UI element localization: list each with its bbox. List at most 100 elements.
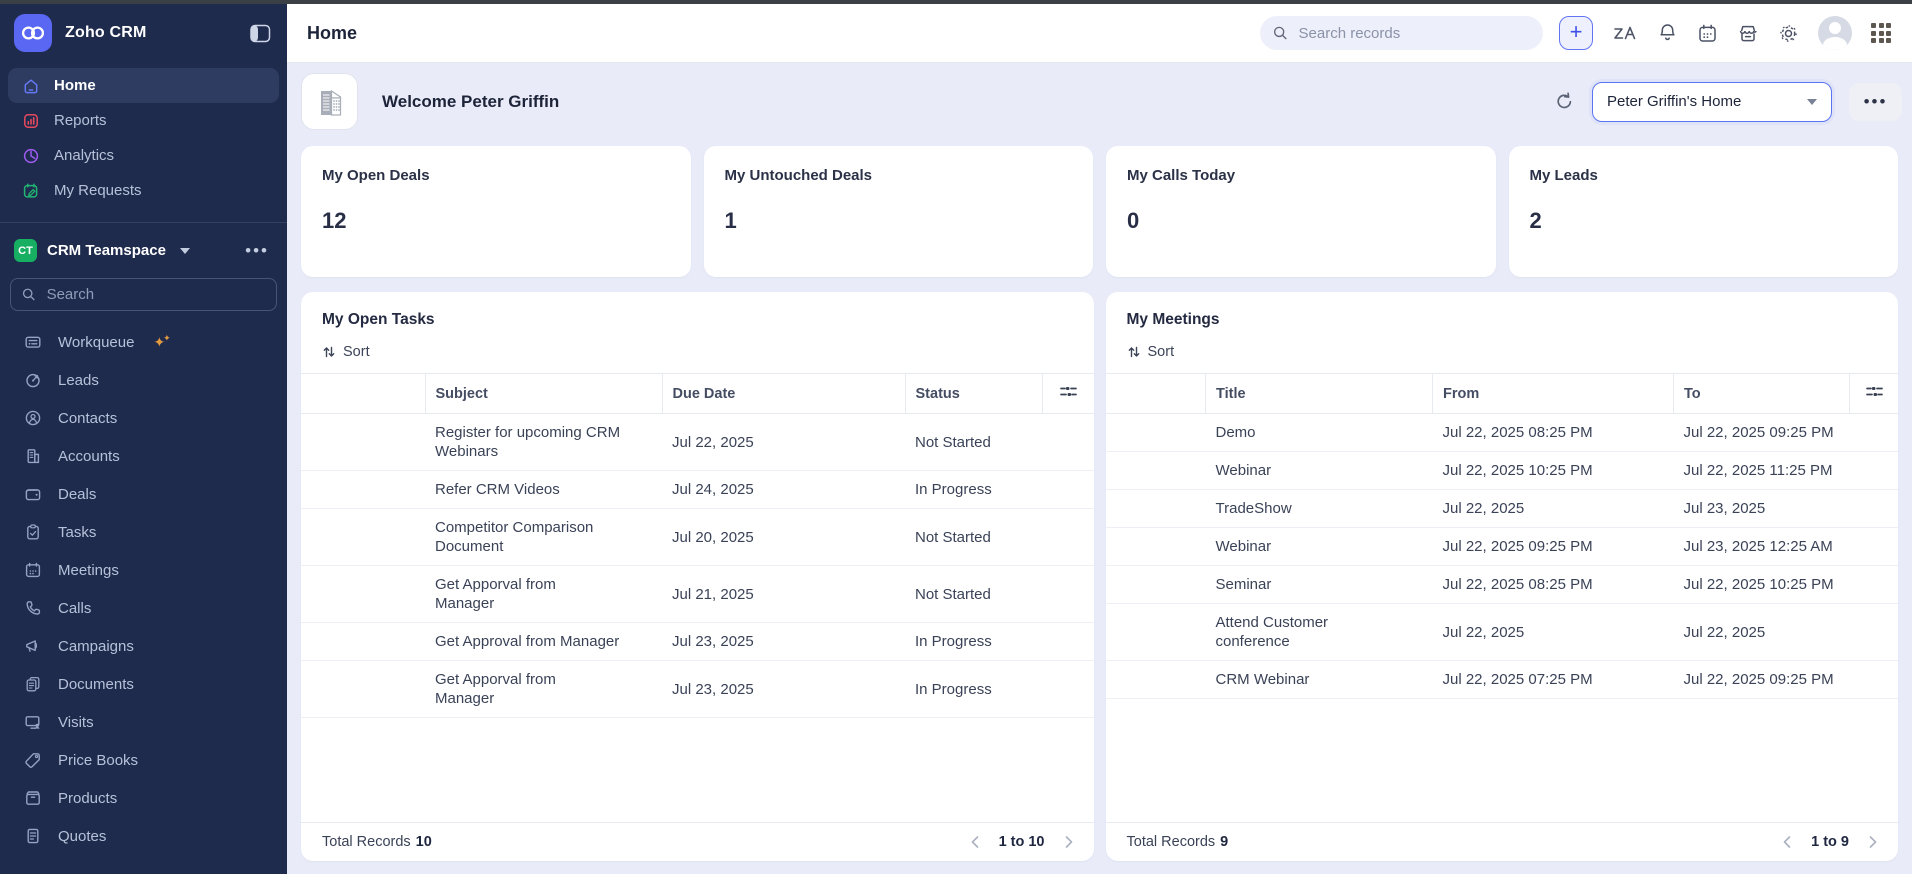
table-row[interactable]: Get Apporval from Manager Jul 21, 2025 Not… bbox=[301, 565, 1094, 623]
meeting-to: Jul 22, 2025 09:25 PM bbox=[1683, 671, 1834, 688]
sidebar-item-reports[interactable]: Reports bbox=[8, 103, 279, 138]
sidebar-item-analytics[interactable]: Analytics bbox=[8, 138, 279, 173]
table-row[interactable]: Competitor Comparison Document Jul 20, 20… bbox=[301, 508, 1094, 566]
stat-card-calls-today[interactable]: My Calls Today 0 bbox=[1106, 146, 1496, 277]
stat-title: My Leads bbox=[1529, 167, 1598, 184]
meeting-from: Jul 22, 2025 08:25 PM bbox=[1442, 424, 1593, 441]
table-row[interactable]: TradeShow Jul 22, 2025 Jul 23, 2025 bbox=[1105, 489, 1898, 528]
meetings-header-from[interactable]: From bbox=[1432, 373, 1674, 414]
task-subject: Get Apporval from Manager bbox=[435, 671, 556, 707]
marketplace-button[interactable] bbox=[1737, 23, 1759, 44]
sidebar-item-workqueue[interactable]: Workqueue ✦✦ bbox=[0, 323, 287, 361]
sidebar-item-label: Quotes bbox=[58, 827, 107, 845]
documents-icon bbox=[24, 675, 42, 693]
next-page-button[interactable] bbox=[1065, 836, 1073, 848]
table-row[interactable]: Webinar Jul 22, 2025 09:25 PM Jul 23, 2025… bbox=[1105, 527, 1898, 566]
sidebar-item-meetings[interactable]: Meetings bbox=[0, 551, 287, 589]
next-page-button[interactable] bbox=[1869, 836, 1877, 848]
sidebar-item-contacts[interactable]: Contacts bbox=[0, 399, 287, 437]
sidebar-search-input[interactable] bbox=[44, 285, 265, 304]
sidebar-item-quotes[interactable]: Quotes bbox=[0, 817, 287, 855]
sidebar-item-leads[interactable]: Leads bbox=[0, 361, 287, 399]
table-row[interactable]: Register for upcoming CRM Webinars Jul 22… bbox=[301, 413, 1094, 471]
task-due-date: Jul 24, 2025 bbox=[672, 481, 754, 498]
meetings-sort-button[interactable]: Sort bbox=[1127, 344, 1174, 360]
task-status: In Progress bbox=[915, 481, 992, 498]
previous-page-button[interactable] bbox=[971, 836, 979, 848]
table-row[interactable]: Attend Customer conference Jul 22, 2025 Ju… bbox=[1105, 603, 1898, 661]
task-due-date: Jul 20, 2025 bbox=[672, 528, 754, 546]
tasks-column-settings[interactable] bbox=[1041, 373, 1094, 414]
stat-card-open-deals[interactable]: My Open Deals 12 bbox=[301, 146, 691, 277]
meetings-column-settings[interactable] bbox=[1849, 373, 1898, 414]
sidebar-item-label: Documents bbox=[58, 675, 134, 693]
brand-name: Zoho CRM bbox=[65, 24, 147, 41]
sidebar-item-campaigns[interactable]: Campaigns bbox=[0, 627, 287, 665]
sidebar-item-tasks[interactable]: Tasks bbox=[0, 513, 287, 551]
meetings-header-title[interactable]: Title bbox=[1205, 373, 1433, 414]
sidebar-item-documents[interactable]: Documents bbox=[0, 665, 287, 703]
calendar-button[interactable] bbox=[1697, 23, 1718, 44]
stat-title: My Calls Today bbox=[1127, 167, 1236, 184]
table-row[interactable]: Seminar Jul 22, 2025 08:25 PM Jul 22, 2025… bbox=[1105, 565, 1898, 604]
sidebar-item-label: Campaigns bbox=[58, 637, 134, 655]
sidebar-item-my-requests[interactable]: My Requests bbox=[8, 173, 279, 208]
more-options-button[interactable]: ••• bbox=[1849, 82, 1902, 121]
meetings-header-to[interactable]: To bbox=[1673, 373, 1850, 414]
meeting-from: Jul 22, 2025 bbox=[1442, 623, 1525, 641]
tasks-sort-button[interactable]: Sort bbox=[322, 344, 370, 360]
price-books-icon bbox=[24, 751, 42, 769]
table-row[interactable]: Demo Jul 22, 2025 08:25 PM Jul 22, 2025 09… bbox=[1105, 413, 1898, 452]
sidebar-collapse-button[interactable] bbox=[250, 24, 271, 43]
column-settings-icon bbox=[1865, 387, 1883, 396]
home-view-dropdown[interactable]: Peter Griffin's Home bbox=[1592, 81, 1832, 122]
stat-title: My Untouched Deals bbox=[724, 167, 873, 184]
meeting-title: Attend Customer conference bbox=[1215, 614, 1329, 650]
tasks-header-subject[interactable]: Subject bbox=[424, 373, 662, 414]
table-row[interactable]: Get Apporval from Manager Jul 23, 2025 In … bbox=[301, 660, 1094, 718]
plus-icon: + bbox=[1569, 19, 1583, 44]
meeting-title: Webinar bbox=[1215, 538, 1272, 555]
table-row[interactable]: Webinar Jul 22, 2025 10:25 PM Jul 22, 2025… bbox=[1105, 451, 1898, 490]
sidebar-item-visits[interactable]: Visits bbox=[0, 703, 287, 741]
user-avatar[interactable] bbox=[1818, 16, 1852, 50]
quotes-icon bbox=[24, 827, 42, 845]
sidebar-item-calls[interactable]: Calls bbox=[0, 589, 287, 627]
teamspace-more-button[interactable]: ••• bbox=[245, 240, 269, 260]
meeting-to: Jul 22, 2025 10:25 PM bbox=[1683, 576, 1834, 593]
notifications-button[interactable] bbox=[1657, 22, 1678, 44]
tasks-header-due-date[interactable]: Due Date bbox=[661, 373, 905, 414]
sidebar-item-label: Meetings bbox=[58, 561, 119, 579]
quick-create-button[interactable]: + bbox=[1559, 16, 1593, 50]
refresh-button[interactable] bbox=[1554, 91, 1575, 112]
marketplace-icon bbox=[1739, 25, 1757, 41]
settings-button[interactable] bbox=[1778, 23, 1799, 44]
sort-icon bbox=[1128, 346, 1139, 358]
sidebar-item-deals[interactable]: Deals bbox=[0, 475, 287, 513]
my-requests-icon bbox=[22, 182, 40, 200]
total-records-value: 9 bbox=[1220, 834, 1229, 850]
sidebar-item-price-books[interactable]: Price Books bbox=[0, 741, 287, 779]
app-launcher-button[interactable] bbox=[1871, 23, 1891, 43]
task-status: Not Started bbox=[915, 433, 991, 451]
table-row[interactable]: Get Approval from Manager Jul 23, 2025 In … bbox=[301, 622, 1094, 661]
top-header: Home + bbox=[287, 0, 1912, 63]
deals-icon bbox=[24, 485, 42, 503]
table-row[interactable]: CRM Webinar Jul 22, 2025 07:25 PM Jul 22, … bbox=[1105, 660, 1898, 699]
stat-card-leads[interactable]: My Leads 2 bbox=[1508, 146, 1898, 277]
table-row[interactable]: Refer CRM Videos Jul 24, 2025 In Progress bbox=[301, 470, 1094, 509]
sidebar-item-home[interactable]: Home bbox=[8, 68, 279, 103]
teamspace-selector[interactable]: CT CRM Teamspace ••• bbox=[0, 223, 287, 268]
search-records-input[interactable] bbox=[1296, 23, 1530, 43]
previous-page-button[interactable] bbox=[1783, 836, 1791, 848]
sidebar-item-products[interactable]: Products bbox=[0, 779, 287, 817]
sidebar-item-label: Tasks bbox=[58, 523, 97, 541]
zia-icon bbox=[1614, 26, 1636, 40]
tasks-header-status[interactable]: Status bbox=[904, 373, 1042, 414]
stat-card-untouched-deals[interactable]: My Untouched Deals 1 bbox=[703, 146, 1093, 277]
leads-icon bbox=[24, 371, 42, 389]
chevron-down-icon bbox=[1807, 98, 1817, 105]
zia-button[interactable] bbox=[1612, 23, 1638, 43]
sidebar-item-label: Contacts bbox=[58, 409, 118, 427]
sidebar-item-accounts[interactable]: Accounts bbox=[0, 437, 287, 475]
